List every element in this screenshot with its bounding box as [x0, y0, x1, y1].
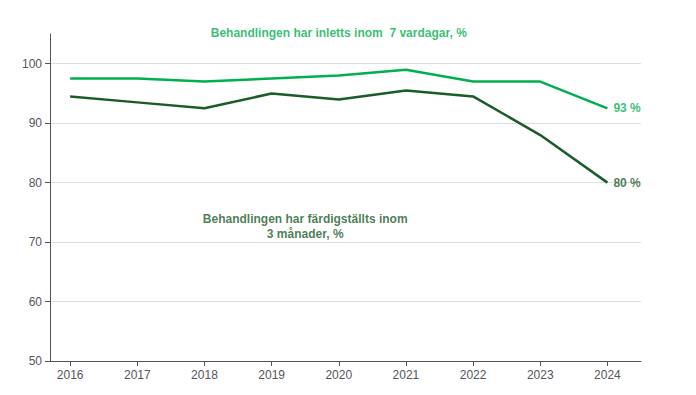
svg-text:2022: 2022 [460, 368, 487, 382]
svg-text:2023: 2023 [527, 368, 554, 382]
svg-text:70: 70 [29, 235, 43, 249]
svg-text:2024: 2024 [594, 368, 621, 382]
svg-text:Behandlingen har inletts inom: Behandlingen har inletts inom 7 vardagar… [211, 26, 467, 40]
svg-text:100: 100 [22, 57, 42, 71]
svg-text:80 %: 80 % [613, 176, 641, 190]
svg-text:2019: 2019 [258, 368, 285, 382]
svg-text:Behandlingen har färdigställts: Behandlingen har färdigställts inom [203, 212, 408, 226]
svg-text:2021: 2021 [393, 368, 420, 382]
svg-text:2016: 2016 [57, 368, 84, 382]
svg-text:80: 80 [29, 176, 43, 190]
svg-text:93 %: 93 % [613, 101, 641, 115]
svg-text:2020: 2020 [325, 368, 352, 382]
svg-text:2018: 2018 [191, 368, 218, 382]
svg-text:2017: 2017 [124, 368, 151, 382]
svg-text:50: 50 [29, 354, 43, 368]
svg-text:60: 60 [29, 295, 43, 309]
svg-text:3 månader, %: 3 månader, % [267, 227, 344, 241]
svg-text:90: 90 [29, 116, 43, 130]
